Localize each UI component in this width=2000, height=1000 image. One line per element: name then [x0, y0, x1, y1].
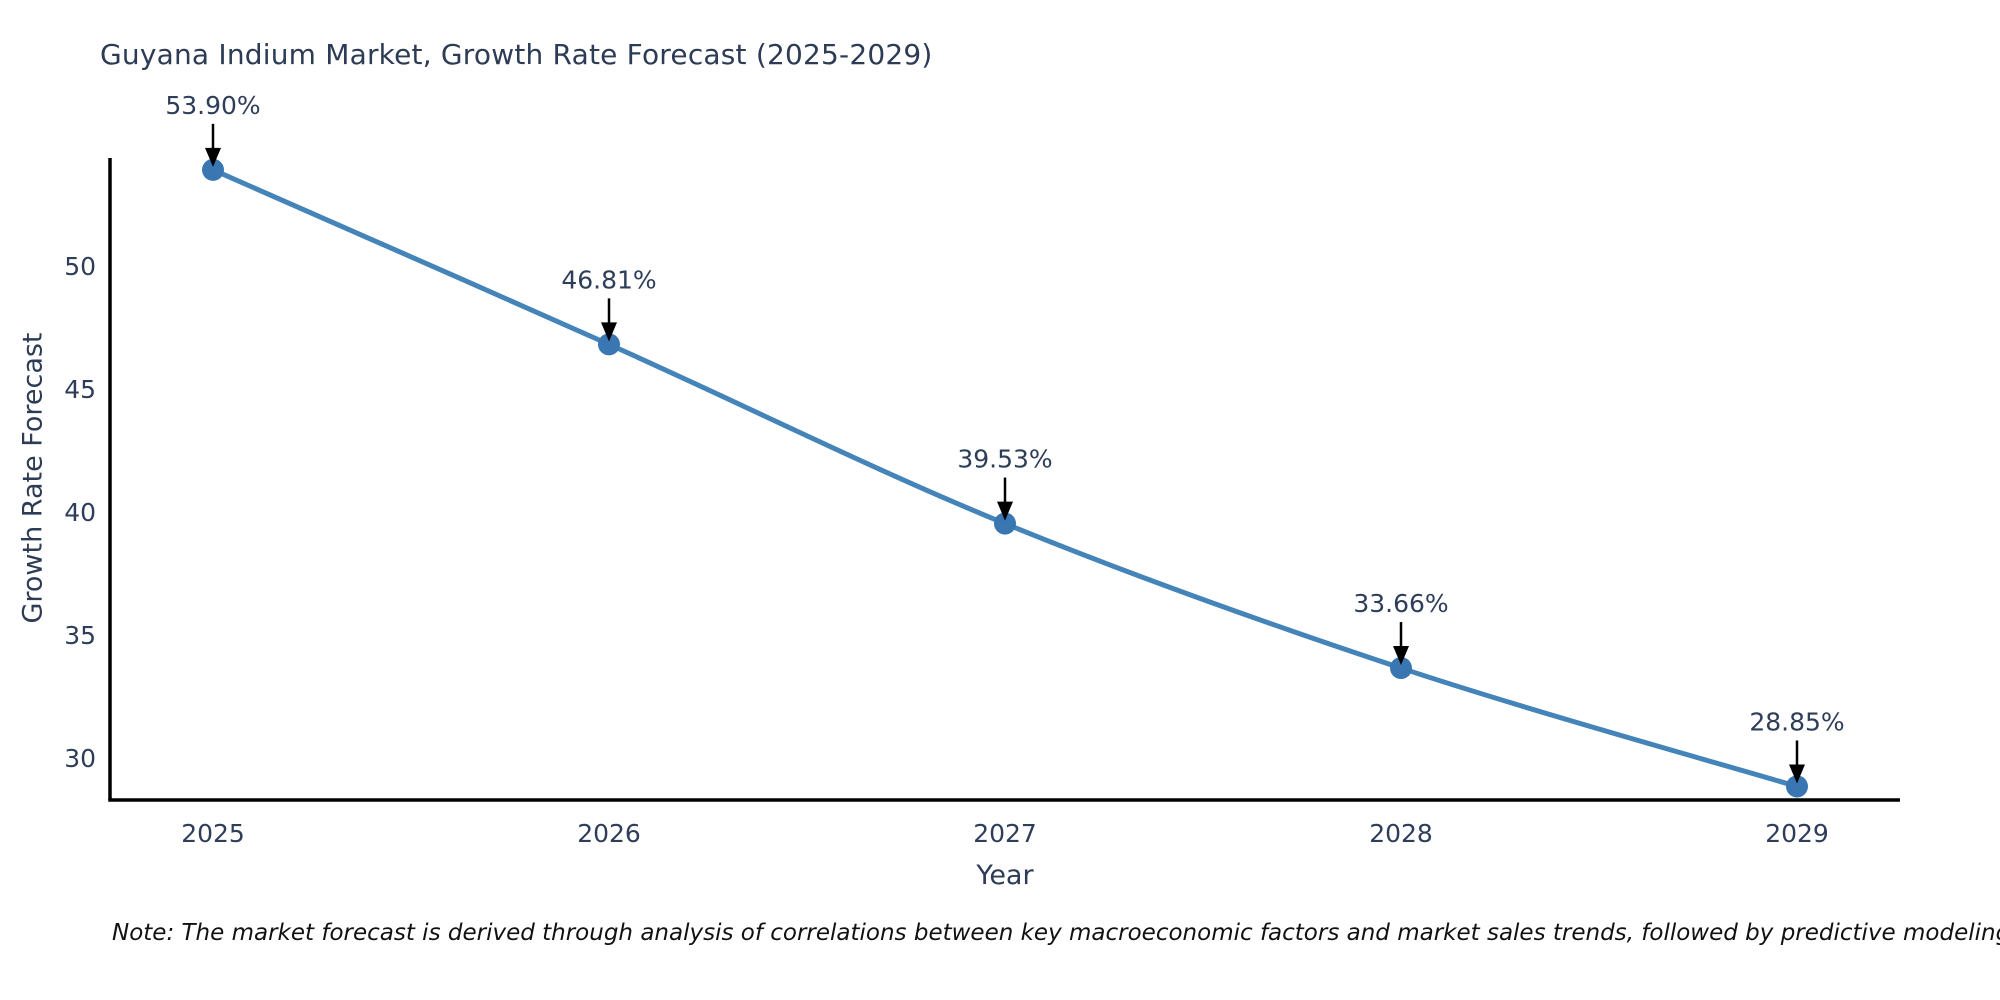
x-tick-label: 2029 [1765, 819, 1829, 848]
x-tick-label: 2028 [1369, 819, 1433, 848]
chart-title: Guyana Indium Market, Growth Rate Foreca… [100, 38, 933, 71]
y-tick-label: 50 [64, 252, 96, 281]
annotation-label: 39.53% [957, 445, 1052, 474]
annotation-arrowhead [997, 501, 1013, 521]
footnote: Note: The market forecast is derived thr… [112, 920, 2000, 946]
data-point [202, 158, 224, 181]
annotation-arrowhead [601, 322, 617, 342]
y-tick-label: 45 [64, 375, 96, 404]
x-axis-label: Year [976, 860, 1034, 891]
annotation-label: 28.85% [1749, 707, 1844, 736]
annotation-label: 53.90% [165, 91, 260, 120]
annotation-arrowhead [205, 147, 221, 167]
x-tick-label: 2027 [973, 819, 1037, 848]
x-tick-label: 2026 [577, 819, 641, 848]
y-tick-label: 40 [64, 498, 96, 527]
data-point [1390, 657, 1412, 680]
annotation-arrowhead [1789, 764, 1805, 784]
data-point [598, 333, 620, 356]
data-point [1786, 775, 1808, 798]
y-axis-label: Growth Rate Forecast [17, 332, 49, 624]
annotation-label: 46.81% [561, 265, 656, 294]
data-point [994, 512, 1016, 535]
annotation-arrowhead [1393, 646, 1409, 666]
x-tick-label: 2025 [181, 819, 245, 848]
y-tick-label: 35 [64, 621, 96, 650]
y-tick-label: 30 [64, 744, 96, 773]
annotation-label: 33.66% [1353, 589, 1448, 618]
